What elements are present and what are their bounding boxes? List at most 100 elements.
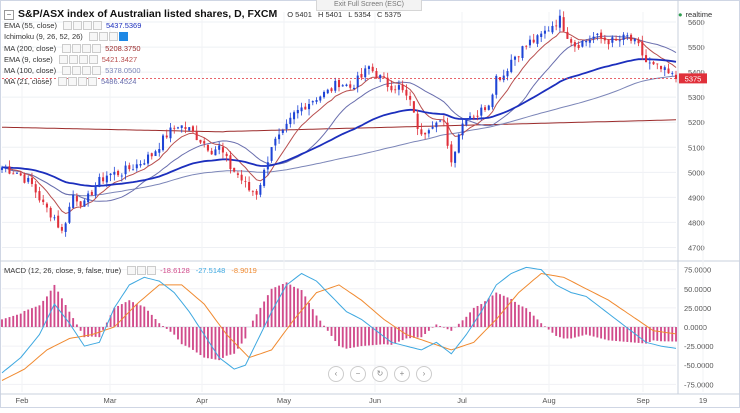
candle-body (135, 164, 138, 169)
candle-body (251, 191, 254, 193)
exit-fullscreen-button[interactable]: Exit Full Screen (ESC) (316, 0, 422, 11)
candle-body (424, 132, 427, 135)
eye-icon[interactable] (72, 43, 82, 53)
settings-icon[interactable] (62, 66, 72, 76)
macd-line (1, 266, 677, 374)
indicator-controls[interactable] (62, 66, 102, 76)
time-tick-label: Jun (369, 396, 381, 405)
indicator-row: MA (21, close) 5486.4524 (4, 76, 401, 87)
candle-body (367, 66, 370, 69)
candle-body (521, 46, 524, 59)
candle-body (296, 109, 299, 114)
candle-body (345, 84, 348, 87)
add-icon[interactable] (92, 66, 102, 76)
eye-icon[interactable] (72, 66, 82, 76)
price-tick-label: 5300 (688, 93, 705, 102)
scroll-left-button[interactable]: ‹ (328, 366, 344, 382)
time-tick-label: Mar (104, 396, 117, 405)
candle-body (0, 167, 4, 170)
settings-icon[interactable] (58, 54, 68, 64)
add-icon[interactable] (88, 54, 98, 64)
candle-body (8, 166, 11, 174)
time-tick-label: May (277, 396, 291, 405)
candle-body (409, 95, 412, 100)
candle-body (596, 33, 599, 35)
close-icon[interactable] (82, 43, 92, 53)
macd-controls[interactable] (127, 266, 157, 275)
live-dot-icon: ● (678, 10, 683, 19)
candle-body (233, 167, 236, 172)
zoom-out-button[interactable]: − (350, 366, 366, 382)
scroll-right-button[interactable]: › (416, 366, 432, 382)
indicator-value: 5421.3427 (101, 54, 138, 64)
close-icon[interactable] (82, 66, 92, 76)
indicator-row: EMA (9, close) 5421.3427 (4, 54, 401, 65)
settings-icon[interactable] (127, 266, 137, 275)
macd-tick-label: 25.0000 (684, 304, 711, 313)
close-icon[interactable] (147, 266, 157, 275)
macd-tick-label: 0.0000 (684, 323, 707, 332)
candle-body (109, 173, 112, 176)
indicator-label: Ichimoku (9, 26, 52, 26) (4, 32, 83, 42)
candle-body (626, 35, 629, 37)
candle-body (536, 35, 539, 44)
eye-icon[interactable] (98, 32, 108, 42)
candle-body (371, 66, 374, 72)
candle-body (472, 116, 475, 118)
candle-body (360, 73, 363, 78)
price-tick-label: 5500 (688, 43, 705, 52)
indicator-controls[interactable] (62, 43, 102, 53)
candle-body (300, 107, 303, 112)
add-icon[interactable] (118, 32, 128, 42)
zoom-in-button[interactable]: + (394, 366, 410, 382)
candle-body (221, 147, 224, 153)
close-icon[interactable] (82, 21, 92, 31)
eye-icon[interactable] (137, 266, 147, 275)
candle-body (450, 144, 453, 163)
candle-body (60, 227, 63, 231)
add-icon[interactable] (92, 43, 102, 53)
indicator-controls[interactable] (62, 21, 102, 31)
add-icon[interactable] (87, 77, 97, 87)
settings-icon[interactable] (62, 21, 72, 31)
eye-icon[interactable] (67, 77, 77, 87)
collapse-icon[interactable]: − (4, 9, 14, 20)
ma200-line (1, 119, 677, 133)
settings-icon[interactable] (57, 77, 67, 87)
candle-body (105, 175, 108, 183)
candle-body (543, 30, 546, 34)
eye-icon[interactable] (68, 54, 78, 64)
candle-body (143, 163, 146, 165)
indicator-controls[interactable] (57, 77, 97, 87)
candle-body (23, 174, 26, 183)
close-icon[interactable] (77, 77, 87, 87)
indicator-label: EMA (55, close) (4, 21, 57, 31)
candle-body (674, 74, 678, 79)
ohlc-high: H 5401 (317, 10, 343, 19)
candle-body (19, 173, 22, 176)
settings-icon[interactable] (88, 32, 98, 42)
macd-legend: MACD (12, 26, close, 9, false, true) -18… (4, 266, 257, 275)
settings-icon[interactable] (62, 43, 72, 53)
close-icon[interactable] (78, 54, 88, 64)
candle-body (281, 130, 284, 133)
candle-body (390, 85, 393, 91)
candle-body (349, 84, 352, 88)
candle-body (525, 45, 528, 47)
candle-body (581, 41, 584, 47)
candle-body (566, 31, 569, 39)
candle-body (210, 150, 213, 155)
candle-body (375, 70, 378, 79)
add-icon[interactable] (92, 21, 102, 31)
indicator-controls[interactable] (88, 32, 128, 42)
indicator-label: EMA (9, close) (4, 54, 53, 64)
eye-icon[interactable] (72, 21, 82, 31)
close-icon[interactable] (108, 32, 118, 42)
candle-body (214, 149, 217, 156)
candle-body (487, 105, 490, 110)
candle-body (656, 63, 659, 65)
indicator-controls[interactable] (58, 54, 98, 64)
ohlc-low: L 5354 (348, 10, 371, 19)
reset-button[interactable]: ↻ (372, 366, 388, 382)
